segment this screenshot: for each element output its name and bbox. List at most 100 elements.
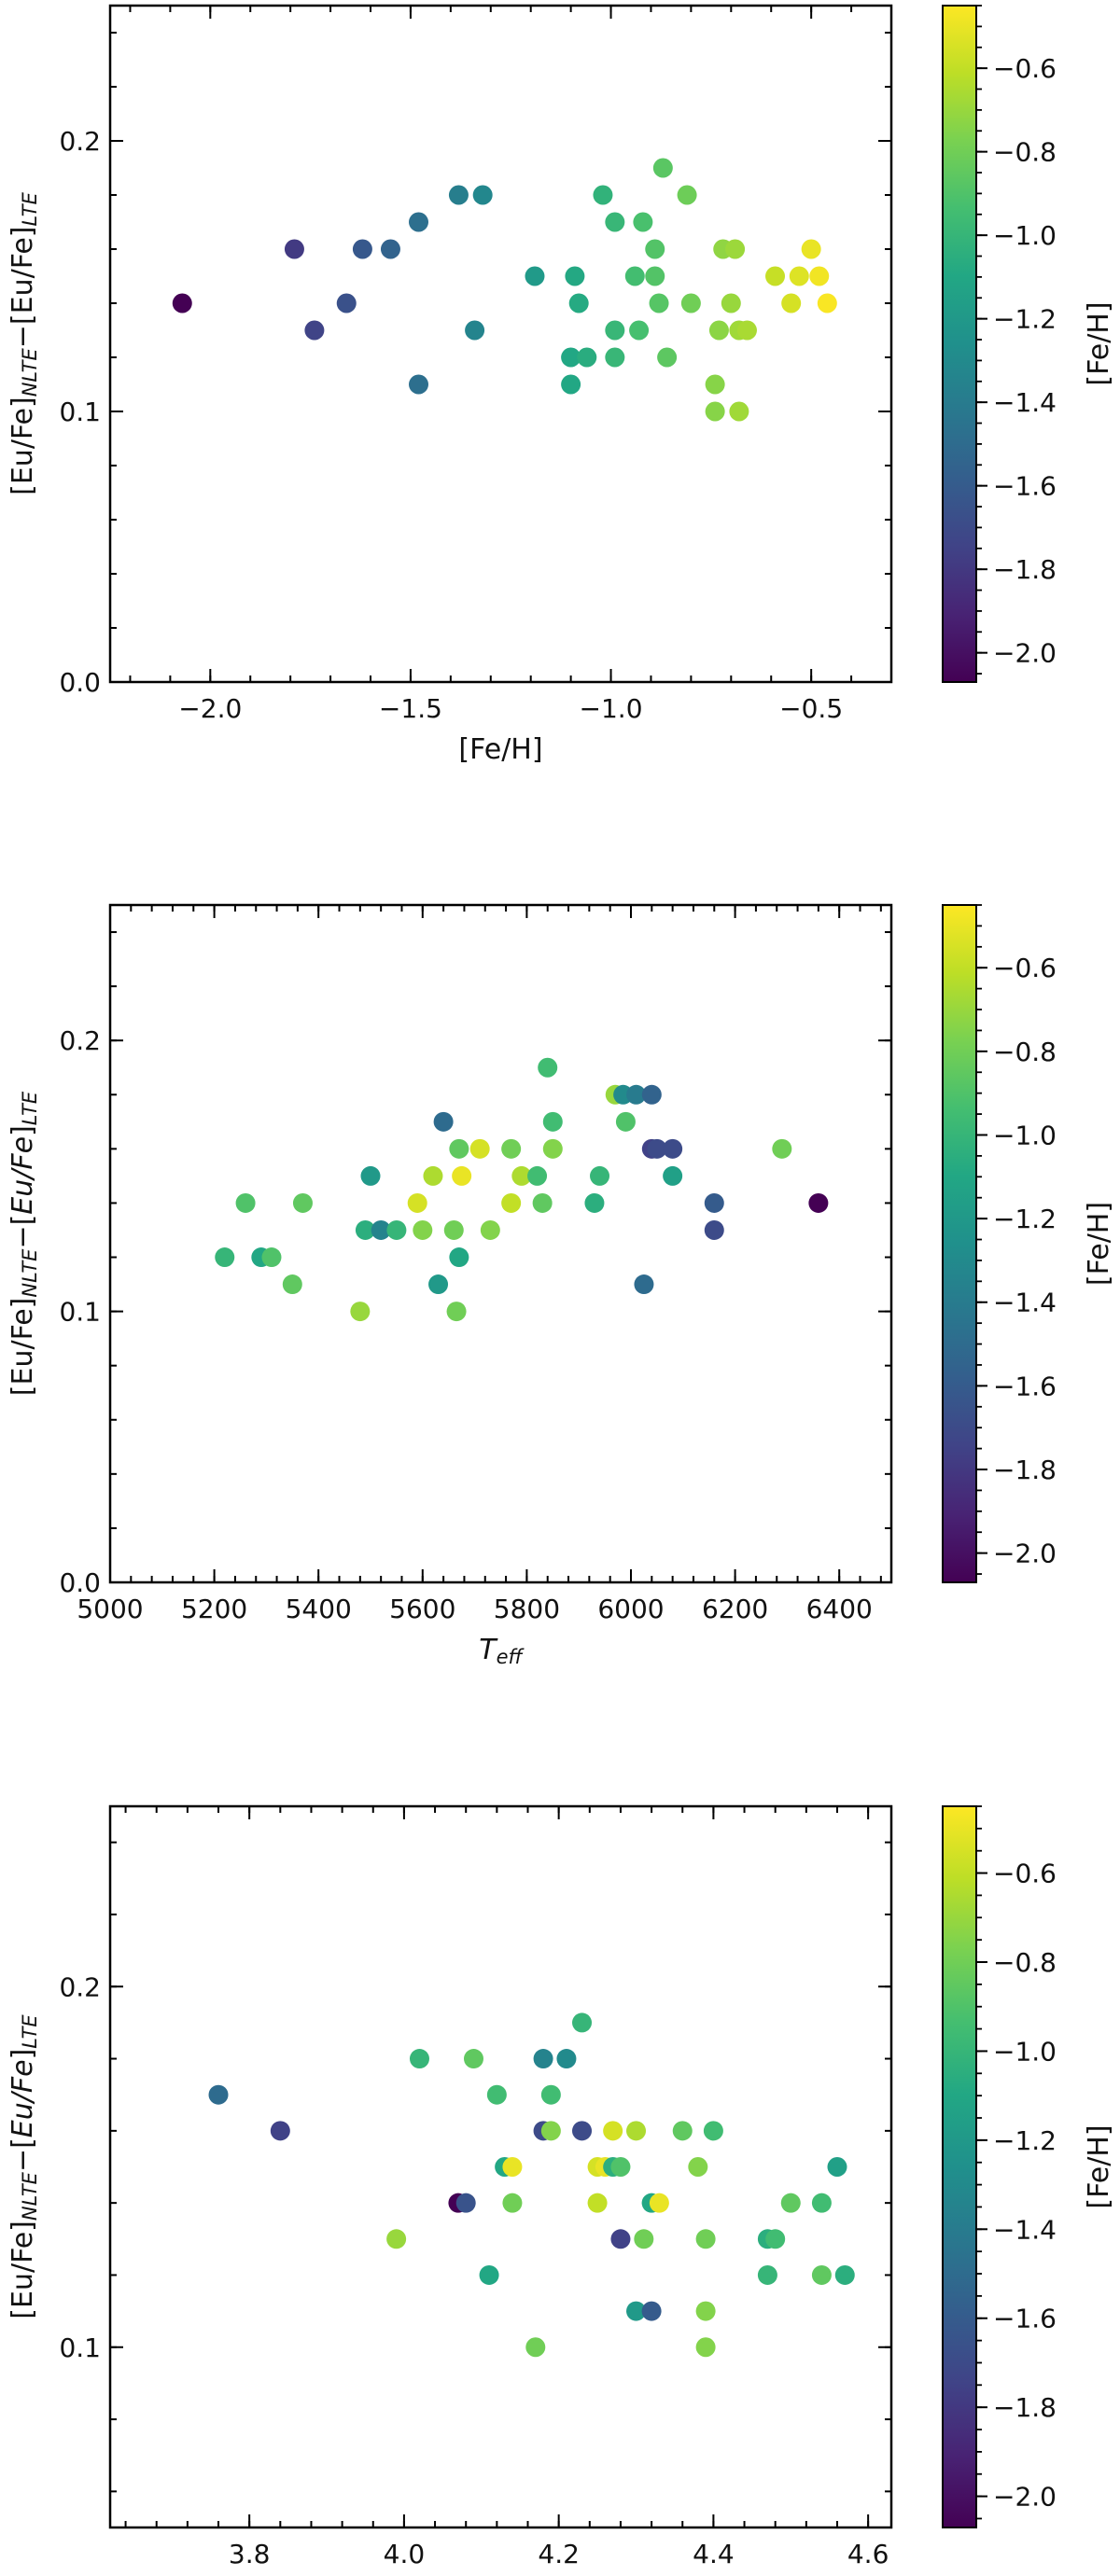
- colorbar: −2.0 −1.8 −1.6 −1.4 −1.2 −1.0 −0.8 −0.6 [Fe/H]: [942, 904, 1115, 1583]
- data-point: [677, 185, 697, 205]
- colorbar-tick-label: −0.8: [993, 1037, 1057, 1067]
- plot-frame: [108, 903, 893, 1584]
- data-point: [704, 1192, 724, 1213]
- data-point: [568, 293, 589, 313]
- data-point: [525, 266, 545, 286]
- data-point: [688, 2157, 708, 2177]
- y-tick-label: 0.2: [59, 126, 101, 157]
- data-point: [809, 266, 830, 286]
- data-point: [292, 1192, 313, 1213]
- y-tick-label: 0.2: [59, 1025, 101, 1056]
- x-tick-label: 6000: [597, 1594, 664, 1624]
- data-point: [480, 1219, 500, 1240]
- y-axis-label: [Eu/Fe]NLTE−[Eu/Fe]LTE: [7, 1091, 41, 1396]
- data-point: [663, 1165, 683, 1186]
- data-point: [725, 239, 746, 259]
- y-tick-label: 0.2: [59, 1971, 101, 2002]
- colorbar-tick-label: −1.0: [993, 2036, 1057, 2067]
- y-tick-label: 0.0: [59, 667, 101, 698]
- data-point: [605, 320, 625, 341]
- data-point: [610, 2229, 631, 2249]
- data-point: [284, 239, 304, 259]
- data-point: [386, 2229, 407, 2249]
- data-point: [561, 347, 581, 368]
- data-point: [479, 2264, 499, 2285]
- colorbar: −2.0 −1.8 −1.6 −1.4 −1.2 −1.0 −0.8 −0.6 [Fe/H]: [942, 1805, 1115, 2528]
- x-tick-label: 4.6: [847, 2539, 889, 2569]
- data-points: [208, 2012, 855, 2358]
- y-tick-label: 0.0: [59, 1567, 101, 1598]
- data-point: [633, 212, 653, 232]
- data-point: [672, 2121, 693, 2141]
- colorbar-tick-label: −1.2: [993, 2125, 1057, 2156]
- data-point: [407, 1192, 427, 1213]
- data-point: [703, 2121, 723, 2141]
- colorbar-tick-label: −1.4: [993, 387, 1057, 418]
- data-point: [811, 2193, 832, 2213]
- data-point: [561, 374, 581, 395]
- colorbar-tick-label: −1.2: [993, 304, 1057, 335]
- x-tick-label: 5400: [286, 1594, 352, 1624]
- data-point: [708, 320, 729, 341]
- x-tick-label: −1.5: [379, 693, 442, 724]
- x-tick-label: 6200: [702, 1594, 768, 1624]
- colorbar-tick-label: −1.6: [993, 1371, 1057, 1401]
- data-point: [448, 185, 469, 205]
- data-point: [789, 266, 809, 286]
- data-point: [577, 347, 597, 368]
- panel-1: −2.0 −1.5 −1.0 −0.5 0.0 0.1 0.2 [Fe/H] [Eu/Fe]NL…: [7, 4, 1115, 766]
- data-point: [647, 1138, 667, 1159]
- data-point: [527, 1165, 548, 1186]
- data-point: [605, 212, 625, 232]
- colorbar-tick-label: −1.8: [993, 1455, 1057, 1485]
- data-point: [652, 158, 673, 178]
- data-point: [525, 2337, 546, 2358]
- data-point: [540, 2121, 561, 2141]
- data-point: [511, 1165, 532, 1186]
- x-tick-label: 6400: [806, 1594, 873, 1624]
- data-point: [657, 347, 678, 368]
- x-tick-label: 4.0: [384, 2539, 426, 2569]
- data-point: [634, 2229, 654, 2249]
- data-point: [463, 2049, 483, 2069]
- data-point: [587, 2193, 608, 2213]
- data-point: [649, 293, 669, 313]
- data-point: [605, 347, 625, 368]
- data-point: [593, 185, 613, 205]
- colorbar-label: [Fe/H]: [1083, 301, 1115, 385]
- colorbar-tick-label: −2.0: [993, 638, 1057, 669]
- data-point: [501, 1138, 522, 1159]
- data-point: [455, 2193, 476, 2213]
- colorbar-tick-label: −1.6: [993, 471, 1057, 502]
- data-point: [695, 2229, 716, 2249]
- colorbar-tick-label: −1.8: [993, 554, 1057, 585]
- colorbar-tick-label: −0.6: [993, 53, 1057, 84]
- data-point: [603, 2121, 623, 2141]
- data-point: [565, 266, 585, 286]
- x-tick-label: −0.5: [779, 693, 843, 724]
- data-point: [765, 2229, 786, 2249]
- panel-2: 5000 5200 5400 5600 5800 6000 6200 6400 0.0 0.1 0.…: [7, 903, 1115, 1668]
- data-point: [413, 1219, 433, 1240]
- colorbar-tick-label: −0.8: [993, 137, 1057, 168]
- data-point: [817, 293, 837, 313]
- data-point: [215, 1247, 235, 1268]
- data-point: [502, 2157, 523, 2177]
- data-point: [428, 1274, 449, 1295]
- data-point: [409, 212, 429, 232]
- data-point: [282, 1274, 302, 1295]
- data-point: [465, 320, 485, 341]
- x-axis-label: [Fe/H]: [458, 733, 542, 766]
- data-point: [705, 401, 725, 422]
- data-point: [542, 1138, 563, 1159]
- colorbar-label: [Fe/H]: [1083, 2124, 1115, 2208]
- data-point: [629, 320, 650, 341]
- colorbar-tick-label: −1.6: [993, 2304, 1057, 2334]
- data-point: [502, 2193, 523, 2213]
- x-tick-label: −2.0: [178, 693, 242, 724]
- data-point: [452, 1165, 472, 1186]
- data-point: [680, 293, 701, 313]
- data-point: [705, 374, 725, 395]
- data-point: [469, 1138, 490, 1159]
- data-point: [641, 2301, 662, 2321]
